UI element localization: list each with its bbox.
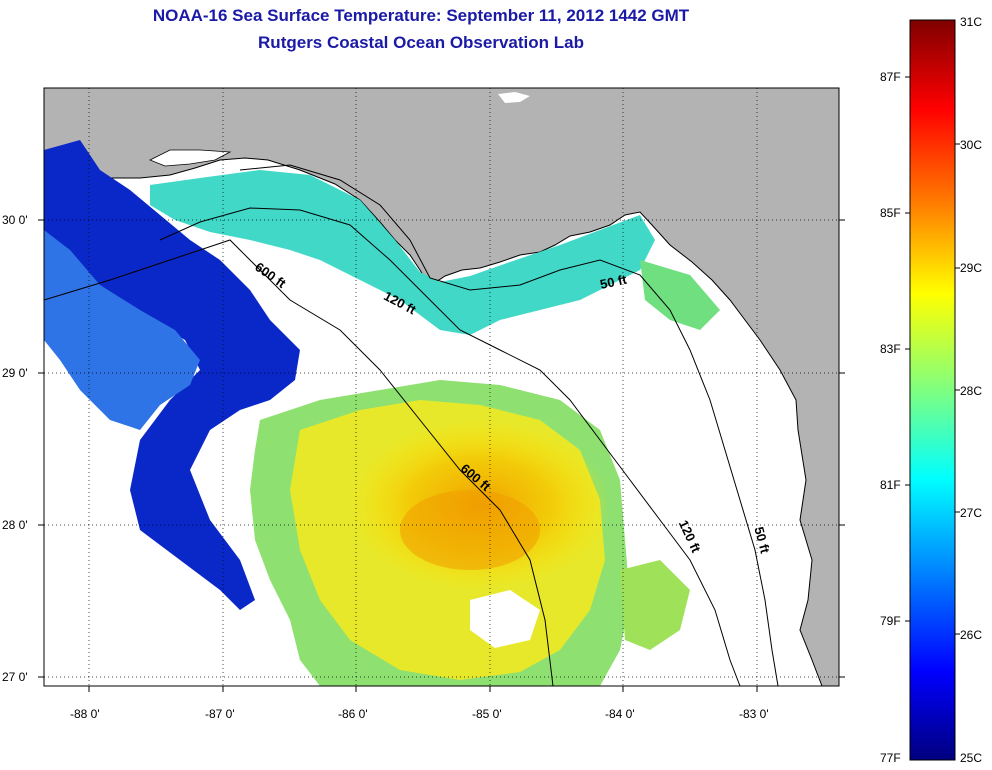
lat-tick-label: 27 0' (2, 670, 28, 684)
colorbar-f-label: 81F (880, 478, 901, 492)
lon-tick-label: -85 0' (472, 707, 502, 721)
cloud-patch-south (470, 590, 540, 648)
lat-tick-label: 29 0' (2, 366, 28, 380)
colorbar-c-label: 30C (960, 138, 982, 152)
lon-tick-label: -84 0' (605, 707, 635, 721)
bathymetry-contours (43, 164, 779, 687)
contour-label-50ft-north: 50 ft (599, 272, 629, 292)
sst-green-patch (620, 560, 690, 650)
colorbar-f-label: 85F (880, 206, 901, 220)
colorbar-c-label: 28C (960, 384, 982, 398)
colorbar-f-label: 83F (880, 342, 901, 356)
map-plot-area (44, 88, 839, 686)
lat-tick-label: 28 0' (2, 518, 28, 532)
tick-marks (38, 219, 845, 692)
bay-inlet (149, 149, 232, 167)
lake (498, 92, 530, 103)
sst-green-east (640, 260, 720, 330)
colorbar-c-label: 27C (960, 506, 982, 520)
colorbar-gradient (909, 19, 956, 761)
lat-tick-label: 30 0' (2, 213, 28, 227)
colorbar-c-label: 29C (960, 261, 982, 275)
lon-tick-label: -83 0' (739, 707, 769, 721)
map-subtitle: Rutgers Coastal Ocean Observation Lab (258, 33, 584, 52)
colorbar-f-label: 77F (880, 751, 901, 765)
plot-frame (43, 87, 840, 687)
sst-cold-blue-west (44, 140, 300, 610)
lon-tick-label: -87 0' (205, 707, 235, 721)
sst-warm-core-inner (400, 490, 540, 570)
colorbar-c-label: 25C (960, 751, 982, 765)
cloud-patch-center (300, 300, 420, 390)
lon-tick-label: -86 0' (338, 707, 368, 721)
colorbar-c-label: 26C (960, 628, 982, 642)
graticule (44, 88, 839, 686)
lon-tick-label: -88 0' (70, 707, 100, 721)
sst-nearshore-cyan (150, 170, 655, 335)
colorbar-c-label: 31C (960, 15, 982, 29)
contour-600ft (43, 239, 554, 687)
contour-label-50ft-south: 50 ft (751, 525, 773, 555)
contour-120ft (159, 207, 741, 687)
colorbar: 31C 30C 29C 28C 27C 26C 25C 87F 85F 83F … (880, 15, 982, 765)
colorbar-f-label: 79F (880, 614, 901, 628)
colorbar-f-label: 87F (880, 70, 901, 84)
land-mass (44, 88, 839, 686)
sst-medium-blue (44, 230, 200, 430)
map-title: NOAA-16 Sea Surface Temperature: Septemb… (152, 6, 690, 25)
contour-50ft (239, 164, 779, 687)
